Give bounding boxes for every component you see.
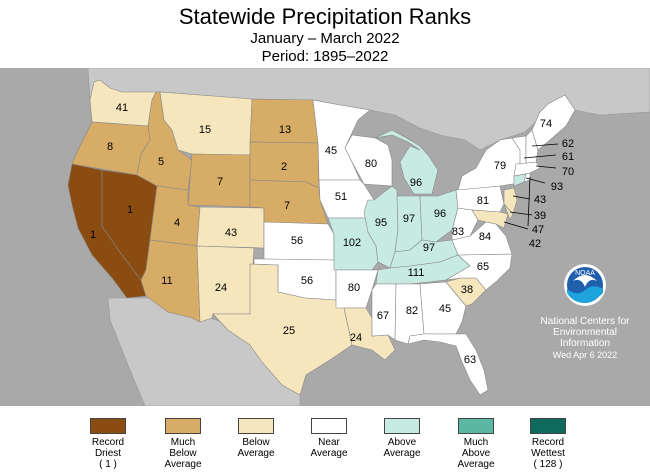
rank-NH: 62 (562, 138, 574, 150)
noaa-logo-text: NOAA (575, 270, 595, 277)
legend-item-below: Below Average (216, 418, 296, 459)
state-VT (511, 135, 527, 165)
legend-item-much-above: Much Above Average (436, 418, 516, 470)
rank-MD: 47 (532, 224, 544, 236)
rank-MO: 102 (343, 237, 361, 249)
rank-OK: 56 (301, 275, 313, 287)
rank-MS: 67 (377, 310, 389, 322)
rank-TX: 25 (283, 325, 295, 337)
rank-WI: 80 (365, 158, 377, 170)
legend-swatch (530, 418, 566, 434)
rank-IA: 51 (335, 191, 347, 203)
rank-IN: 97 (403, 213, 415, 225)
rank-KS: 56 (291, 235, 303, 247)
state-FL (407, 333, 489, 396)
legend-swatch (90, 418, 126, 434)
rank-NV: 1 (127, 204, 133, 216)
generation-date: Wed Apr 6 2022 (552, 350, 618, 360)
callout-lines (503, 143, 559, 230)
state-MI (374, 129, 439, 195)
rank-IL: 95 (375, 217, 387, 229)
legend-swatch (311, 418, 347, 434)
precipitation-map: 41 8 5 15 13 2 7 7 1 1 4 43 11 24 56 56 … (0, 68, 650, 406)
state-NC (445, 253, 513, 291)
state-AR (335, 269, 379, 309)
rank-SC: 38 (461, 284, 473, 296)
rank-DE: 39 (534, 210, 546, 222)
page-title: Statewide Precipitation Ranks (178, 4, 472, 29)
rank-MN: 45 (325, 145, 337, 157)
legend-swatch (165, 418, 201, 434)
rank-PA: 81 (477, 195, 489, 207)
legend-item-much-below: Much Below Average (143, 418, 223, 470)
rank-FL: 63 (464, 354, 476, 366)
state-ME (531, 94, 576, 151)
legend-item-near: Near Average (289, 418, 369, 459)
legend-label: Record Wettest ( 128 ) (531, 437, 565, 470)
rank-OH: 96 (434, 208, 446, 220)
rank-WY: 7 (217, 176, 223, 188)
legend-label: Near Average (310, 437, 348, 459)
rank-KY: 97 (423, 242, 435, 254)
rank-labels: 41 8 5 15 13 2 7 7 1 1 4 43 11 24 56 56 … (90, 102, 574, 366)
rank-NY: 79 (494, 160, 506, 172)
legend: Record Driest ( 1 ) Much Below Average B… (0, 406, 650, 475)
noaa-logo-icon: NOAA (564, 264, 606, 306)
rank-VT: 61 (562, 151, 574, 163)
rank-RI: 42 (529, 238, 541, 250)
legend-swatch (384, 418, 420, 434)
rank-NJ: 43 (534, 194, 546, 206)
rank-CT: 93 (551, 181, 563, 193)
rank-MI: 96 (410, 177, 422, 189)
rank-OR: 8 (107, 141, 113, 153)
rank-TN: 111 (408, 267, 425, 279)
rank-MT: 15 (199, 124, 211, 136)
noaa-credit-text: National Centers for Environmental Infor… (540, 316, 630, 349)
legend-item-record-driest: Record Driest ( 1 ) (68, 418, 148, 470)
state-MD (471, 209, 509, 229)
rank-NM: 24 (215, 282, 227, 294)
legend-item-above: Above Average (362, 418, 442, 459)
rank-AR: 80 (348, 282, 360, 294)
period-subtitle: January – March 2022 (250, 30, 400, 47)
legend-label: Much Below Average (164, 437, 202, 470)
rank-ME: 74 (540, 118, 552, 130)
rank-MA: 70 (562, 166, 574, 178)
legend-swatch (238, 418, 274, 434)
rank-AZ: 11 (161, 275, 172, 287)
state-LA (343, 307, 396, 361)
rank-NE: 7 (284, 200, 290, 212)
legend-swatch (458, 418, 494, 434)
legend-label: Above Average (383, 437, 421, 459)
rank-SD: 2 (281, 161, 287, 173)
rank-GA: 45 (439, 303, 451, 315)
state-NJ (503, 187, 518, 215)
rank-CA: 1 (90, 229, 96, 241)
rank-ID: 5 (158, 156, 164, 168)
rank-AL: 82 (406, 305, 418, 317)
rank-WV: 83 (452, 226, 464, 238)
legend-label: Below Average (237, 437, 275, 459)
legend-label: Record Driest ( 1 ) (91, 437, 125, 470)
range-subtitle: Period: 1895–2022 (261, 48, 389, 65)
rank-CO: 43 (225, 227, 237, 239)
state-TX (212, 263, 353, 396)
title-block: Statewide Precipitation Ranks January – … (0, 0, 650, 68)
rank-ND: 13 (279, 124, 291, 136)
state-ND (249, 98, 319, 144)
rank-UT: 4 (174, 217, 180, 229)
legend-item-record-wettest: Record Wettest ( 128 ) (508, 418, 588, 470)
rank-LA: 24 (350, 332, 362, 344)
legend-label: Much Above Average (457, 437, 495, 470)
state-VA (451, 221, 513, 256)
state-NH (525, 129, 539, 164)
rank-VA: 84 (479, 231, 491, 243)
rank-WA: 41 (116, 102, 128, 114)
rank-NC: 65 (477, 261, 489, 273)
noaa-credit: NOAA National Centers for Environmental … (525, 263, 645, 360)
